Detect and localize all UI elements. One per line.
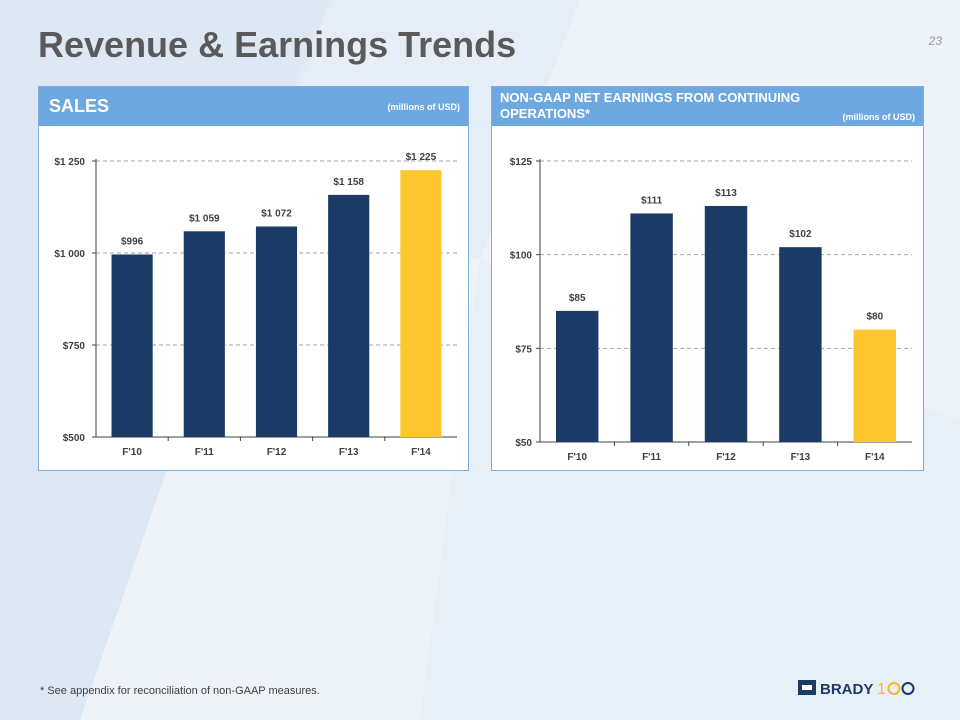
sales-panel-title: SALES: [49, 96, 110, 116]
earnings-data-label: $80: [866, 312, 883, 323]
earnings-bar: [779, 247, 822, 442]
sales-x-tick-label: F'14: [411, 447, 431, 458]
earnings-bar: [555, 310, 599, 442]
sales-data-label: $1 225: [406, 152, 437, 163]
earnings-panel-title-line-1: NON-GAAP NET EARNINGS FROM CONTINUING: [500, 90, 801, 105]
footnote: * See appendix for reconciliation of non…: [40, 685, 320, 697]
earnings-x-tick-label: F'14: [865, 452, 885, 463]
sales-x-tick-label: F'11: [195, 447, 214, 458]
svg-text:1: 1: [877, 681, 886, 698]
earnings-data-label: $85: [569, 293, 586, 304]
earnings-data-label: $113: [715, 188, 737, 199]
earnings-bar: [853, 329, 897, 442]
sales-data-label: $1 158: [333, 177, 364, 188]
earnings-bar: [630, 213, 673, 442]
sales-data-label: $996: [121, 236, 144, 247]
earnings-chart: $50 $75 $100 $125 $85 F'10 $111 F'11 $113 F'12 $10…: [510, 157, 912, 463]
earnings-panel: NON-GAAP NET EARNINGS FROM CONTINUING OP…: [491, 86, 924, 471]
earnings-x-tick-label: F'10: [567, 452, 587, 463]
earnings-data-label: $102: [789, 229, 812, 240]
earnings-y-tick-label: $50: [515, 438, 532, 449]
earnings-panel-header: NON-GAAP NET EARNINGS FROM CONTINUING OP…: [492, 87, 923, 126]
earnings-y-tick-label: $75: [515, 344, 532, 355]
sales-y-tick-label: $750: [63, 341, 86, 352]
earnings-x-tick-label: F'12: [716, 452, 736, 463]
sales-panel-unit: (millions of USD): [387, 102, 461, 112]
earnings-x-tick-label: F'11: [642, 452, 661, 463]
sales-bar: [255, 226, 298, 437]
earnings-x-tick-label: F'13: [791, 452, 811, 463]
sales-y-tick-label: $1 000: [54, 249, 85, 260]
brady-logo: BRADY 1: [798, 680, 915, 698]
sales-data-label: $1 072: [261, 209, 292, 220]
sales-bar: [400, 170, 442, 437]
svg-text:BRADY: BRADY: [820, 681, 873, 698]
slide-title: Revenue & Earnings Trends: [38, 24, 517, 65]
sales-chart: $500 $750 $1 000 $1 250 $996 F'10 $1 059 F'11 $1…: [54, 152, 457, 458]
sales-y-tick-label: $1 250: [54, 157, 85, 168]
sales-bar: [183, 231, 225, 437]
earnings-panel-title-line-2: OPERATIONS*: [500, 106, 591, 121]
sales-x-tick-label: F'12: [267, 447, 287, 458]
sales-x-tick-label: F'10: [122, 447, 142, 458]
sales-bar: [328, 194, 370, 437]
earnings-y-tick-label: $100: [510, 251, 533, 262]
earnings-data-label: $111: [641, 195, 663, 206]
earnings-panel-unit: (millions of USD): [842, 112, 916, 122]
sales-y-tick-label: $500: [63, 433, 86, 444]
sales-panel: SALES (millions of USD) $500 $750 $1 000 $1…: [38, 86, 469, 471]
sales-data-label: $1 059: [189, 213, 220, 224]
sales-panel-header: SALES (millions of USD): [39, 87, 468, 126]
page-number: 23: [928, 34, 942, 48]
earnings-y-tick-label: $125: [510, 157, 533, 168]
sales-x-tick-label: F'13: [339, 447, 359, 458]
sales-bar: [111, 254, 153, 437]
earnings-bar: [704, 205, 748, 442]
